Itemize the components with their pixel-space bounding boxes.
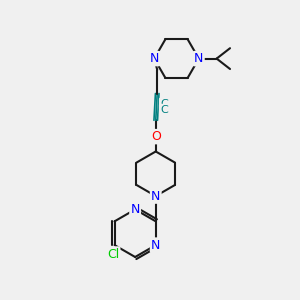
Text: N: N <box>130 203 140 216</box>
Text: N: N <box>149 52 159 65</box>
Text: Cl: Cl <box>107 248 119 260</box>
Text: O: O <box>151 130 161 143</box>
Text: N: N <box>151 238 160 252</box>
Text: C: C <box>160 105 168 115</box>
Text: N: N <box>194 52 203 65</box>
Text: N: N <box>151 190 160 202</box>
Text: C: C <box>160 99 168 109</box>
